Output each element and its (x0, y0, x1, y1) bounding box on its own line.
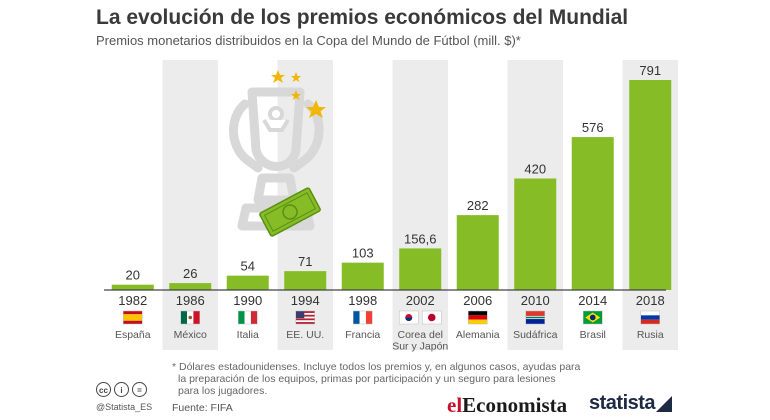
korea-japan-flag-icon (399, 310, 442, 325)
usa-flag-icon (295, 310, 315, 325)
year-tick-label: 2006 (463, 293, 492, 308)
year-tick-label: 2010 (521, 293, 550, 308)
germany-flag-icon (468, 310, 488, 325)
data-label: 282 (467, 198, 489, 213)
chart-title: La evolución de los premios económicos d… (96, 6, 629, 29)
year-tick-label: 2014 (578, 293, 607, 308)
bar-1986 (169, 283, 212, 290)
bar-1998 (341, 262, 384, 290)
logo-el: el (447, 393, 463, 417)
source-note: Fuente: FIFA (172, 402, 233, 414)
country-label: Sudáfrica (513, 329, 558, 341)
footnote-line-3: para los jugadores. (178, 385, 268, 397)
country-label: Francia (345, 329, 380, 341)
data-label: 156,6 (404, 231, 437, 246)
country-label: Brasil (580, 329, 606, 341)
country-label: México (174, 329, 207, 341)
footnote: * Dólares estadounidenses. Incluye todos… (172, 361, 592, 397)
russia-flag-icon (640, 310, 660, 325)
bar-2014 (571, 137, 614, 290)
year-tick-label: 2018 (636, 293, 665, 308)
statista-logo: statista (589, 392, 656, 414)
trophy-figure-icon (262, 106, 290, 132)
year-tick-label: 2002 (406, 293, 435, 308)
bar-2002 (399, 248, 442, 290)
bar-2006 (456, 215, 499, 290)
creative-commons-badge: cc i = (96, 382, 147, 397)
attribution-icon: i (114, 382, 129, 397)
country-label: Rusia (637, 329, 664, 341)
data-label: 791 (639, 63, 661, 78)
year-tick-label: 1982 (118, 293, 147, 308)
bar-2010 (514, 178, 557, 290)
bar-2018 (629, 80, 672, 290)
column-shade (162, 60, 218, 350)
footnote-line-1: * Dólares estadounidenses. Incluye todos… (172, 361, 581, 373)
data-label: 71 (298, 254, 312, 269)
bar-1994 (284, 271, 327, 290)
country-label: EE. UU. (286, 329, 324, 341)
south-africa-flag-icon (525, 310, 545, 325)
brazil-flag-icon (583, 310, 603, 325)
eleconomista-logo: elEconomista (447, 393, 567, 418)
banknote-icon (259, 187, 321, 237)
data-label: 54 (241, 259, 255, 274)
country-label: Italia (237, 329, 259, 341)
bar-chart: 20 1982 España 26 1986 México 54 1990 Italia 71 19… (104, 60, 678, 353)
data-label: 20 (126, 268, 140, 283)
country-label: España (115, 329, 151, 341)
year-tick-label: 1994 (291, 293, 320, 308)
no-derivatives-icon: = (132, 382, 147, 397)
twitter-handle: @Statista_ES (96, 402, 153, 412)
bar-1990 (226, 275, 269, 290)
country-label: Corea del Sur y Japón (392, 329, 448, 353)
star-icon (271, 70, 326, 118)
logo-economista: Economista (462, 393, 568, 417)
column-shade (392, 60, 448, 350)
spain-flag-icon (123, 310, 143, 325)
mexico-flag-icon (180, 310, 200, 325)
trophy-decoration (229, 70, 326, 237)
country-label: Alemania (456, 329, 500, 341)
data-label: 103 (352, 246, 374, 261)
bar-1982 (111, 284, 154, 290)
year-tick-label: 1998 (348, 293, 377, 308)
data-label: 420 (524, 161, 546, 176)
chart-subtitle: Premios monetarios distribuidos en la Co… (96, 33, 521, 48)
statista-mark-icon (656, 396, 672, 412)
data-label: 576 (582, 120, 604, 135)
italy-flag-icon (238, 310, 258, 325)
cc-icon: cc (96, 382, 111, 397)
data-label: 26 (183, 266, 197, 281)
france-flag-icon (353, 310, 373, 325)
year-tick-label: 1990 (233, 293, 262, 308)
footnote-line-2: la preparación de los equipos, primas po… (178, 373, 556, 385)
year-tick-label: 1986 (176, 293, 205, 308)
